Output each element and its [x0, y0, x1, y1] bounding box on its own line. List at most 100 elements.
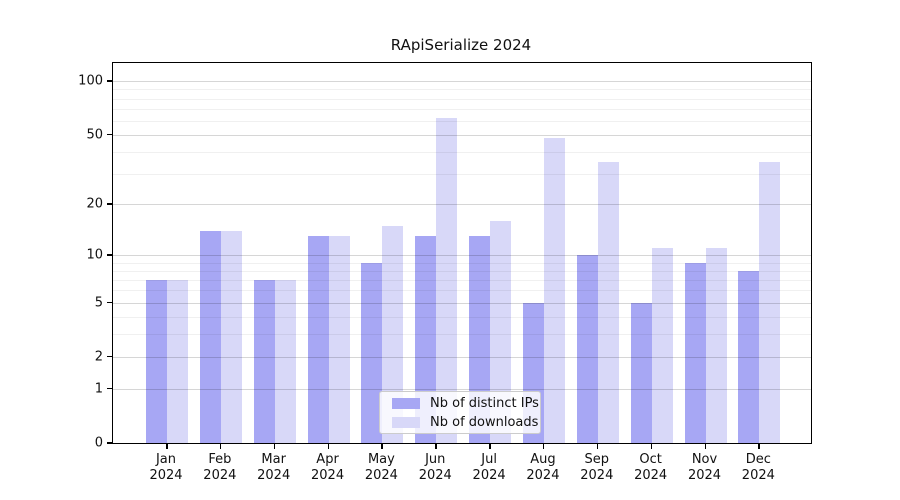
- x-tick-year: 2024: [311, 468, 345, 483]
- x-tick-mark: [381, 444, 383, 449]
- y-tick-label: 0: [94, 435, 103, 451]
- x-tick-year: 2024: [149, 468, 183, 483]
- x-tick-year: 2024: [741, 468, 775, 483]
- bar-downloads-oct: [651, 248, 673, 443]
- gridline-major: [113, 302, 811, 304]
- x-tick-year: 2024: [418, 468, 452, 483]
- x-tick-year: 2024: [364, 468, 398, 483]
- x-tick-label-nov: Nov 2024: [675, 452, 735, 484]
- bar-downloads-jan: [167, 280, 188, 443]
- bar-downloads-dec: [759, 162, 781, 443]
- gridline-minor: [113, 89, 811, 91]
- y-tick-label: 5: [94, 295, 103, 311]
- bar-downloads-sep: [597, 162, 619, 443]
- bar-ips-jan: [146, 280, 167, 443]
- bar-ips-mar: [253, 280, 275, 443]
- gridline-minor: [113, 108, 811, 110]
- x-tick-mark: [435, 444, 437, 449]
- x-tick-label-oct: Oct 2024: [621, 452, 681, 484]
- x-tick-label-apr: Apr 2024: [298, 452, 358, 484]
- bar-downloads-nov: [705, 248, 727, 443]
- bar-downloads-jun: [436, 118, 458, 443]
- x-tick-mark: [650, 444, 653, 449]
- y-tick-mark: [107, 254, 112, 256]
- gridline-minor: [113, 98, 811, 100]
- x-tick-year: 2024: [687, 468, 722, 483]
- x-tick-label-jun: Jun 2024: [405, 452, 465, 484]
- gridline-minor: [113, 120, 811, 122]
- y-tick-mark: [107, 442, 112, 444]
- bar-downloads-feb: [220, 230, 242, 443]
- x-tick-mark: [542, 444, 545, 449]
- y-tick-mark: [107, 387, 112, 390]
- gridline-major: [113, 356, 811, 358]
- x-tick-mark: [327, 444, 330, 449]
- gridline-minor: [113, 316, 811, 318]
- gridline-minor: [113, 151, 811, 153]
- bar-downloads-mar: [274, 280, 296, 443]
- chart-title: RApiSerialize 2024: [390, 36, 532, 54]
- x-tick-label-jan: Jan 2024: [136, 452, 196, 484]
- y-tick-mark: [107, 80, 112, 82]
- y-tick-label: 1: [94, 381, 103, 397]
- bar-ips-may: [361, 262, 383, 443]
- gridline-minor: [113, 334, 811, 336]
- y-tick-mark: [107, 203, 112, 205]
- legend-swatch-ips: [392, 397, 420, 409]
- x-tick-year: 2024: [580, 468, 614, 483]
- x-tick-mark: [219, 444, 222, 449]
- gridline-minor: [113, 290, 811, 292]
- gridline-minor: [113, 262, 811, 264]
- x-tick-label-dec: Dec 2024: [728, 452, 788, 484]
- y-tick-label: 50: [86, 127, 103, 143]
- bar-ips-oct: [630, 302, 652, 443]
- x-tick-year: 2024: [472, 468, 506, 483]
- bar-downloads-jul: [490, 220, 512, 443]
- x-tick-label-feb: Feb 2024: [190, 452, 250, 484]
- bar-downloads-may: [382, 225, 404, 443]
- legend-item-downloads: Nb of downloads: [386, 415, 538, 430]
- y-tick-mark: [107, 133, 112, 136]
- gridline-minor: [113, 270, 811, 272]
- y-tick-label: 2: [94, 349, 103, 365]
- bar-ips-sep: [576, 255, 598, 443]
- x-tick-label-may: May 2024: [351, 452, 411, 484]
- legend-swatch-downloads: [392, 416, 420, 428]
- gridline-minor: [113, 173, 811, 175]
- bar-ips-nov: [684, 262, 706, 443]
- x-tick-mark: [758, 444, 760, 449]
- x-tick-year: 2024: [526, 468, 560, 483]
- legend: Nb of distinct IPs Nb of downloads: [379, 391, 541, 434]
- x-tick-mark: [273, 444, 276, 449]
- y-tick-label: 10: [86, 247, 103, 263]
- gridline-major: [113, 81, 811, 83]
- y-tick-mark: [107, 355, 112, 358]
- bar-ips-dec: [738, 270, 760, 443]
- legend-label-downloads: Nb of downloads: [430, 414, 539, 430]
- gridline-minor: [113, 279, 811, 281]
- gridline-major: [113, 255, 811, 257]
- x-tick-mark: [166, 444, 168, 449]
- x-tick-label-jul: Jul 2024: [459, 452, 519, 484]
- bar-downloads-aug: [543, 137, 565, 443]
- legend-label-ips: Nb of distinct IPs: [430, 395, 539, 411]
- x-tick-mark: [704, 444, 706, 449]
- y-tick-mark: [107, 301, 112, 304]
- gridline-major: [113, 388, 811, 390]
- y-tick-label: 100: [78, 73, 103, 89]
- bar-ips-feb: [199, 230, 221, 443]
- y-tick-label: 20: [86, 196, 103, 212]
- bar-ips-apr: [307, 236, 329, 443]
- gridline-major: [113, 204, 811, 206]
- gridline-major: [113, 134, 811, 136]
- bar-downloads-apr: [328, 236, 350, 443]
- x-tick-label-aug: Aug 2024: [513, 452, 573, 484]
- x-tick-year: 2024: [203, 468, 237, 483]
- x-tick-mark: [489, 444, 491, 449]
- x-tick-label-sep: Sep 2024: [567, 452, 627, 484]
- x-tick-year: 2024: [634, 468, 668, 483]
- x-tick-mark: [596, 444, 599, 449]
- plot-area: Nb of distinct IPs Nb of downloads: [112, 62, 812, 444]
- x-tick-year: 2024: [257, 468, 291, 483]
